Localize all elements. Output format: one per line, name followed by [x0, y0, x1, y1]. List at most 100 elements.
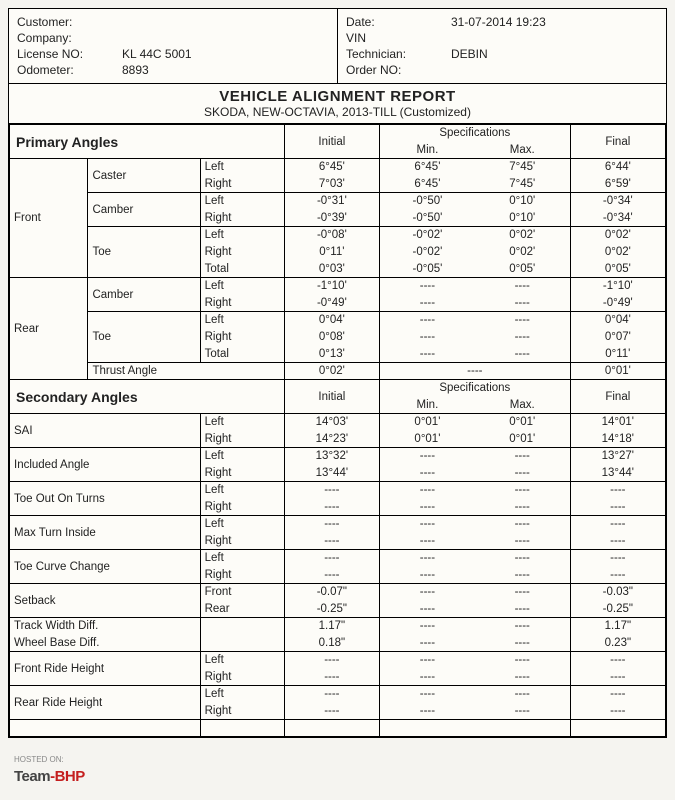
customer-label: Customer: — [17, 15, 112, 29]
col-initial: Initial — [284, 380, 379, 414]
odometer-label: Odometer: — [17, 63, 112, 77]
param-camber-r: Camber — [88, 278, 200, 312]
val: ---- — [380, 346, 475, 363]
param-setback: Setback — [10, 584, 201, 618]
val: -1°10' — [284, 278, 379, 295]
val: 0°11' — [570, 346, 665, 363]
val: ---- — [475, 669, 570, 686]
table-row: Camber Left -0°31' -0°50' 0°10' -0°34' — [10, 193, 666, 210]
param-sai: SAI — [10, 414, 201, 448]
side: Left — [200, 482, 284, 499]
val: -0°39' — [284, 210, 379, 227]
val: 14°01' — [570, 414, 665, 431]
val: 14°03' — [284, 414, 379, 431]
title-block: VEHICLE ALIGNMENT REPORT SKODA, NEW-OCTA… — [9, 84, 666, 124]
val: 0.23" — [570, 635, 665, 652]
val: ---- — [380, 550, 475, 567]
val: ---- — [380, 516, 475, 533]
val: 1.17" — [570, 618, 665, 635]
val: 6°45' — [380, 159, 475, 176]
val: ---- — [380, 482, 475, 499]
val: 0°02' — [284, 363, 379, 380]
section-header-row: Primary Angles Initial Specifications Fi… — [10, 125, 666, 142]
val: -0.07" — [284, 584, 379, 601]
val: ---- — [475, 533, 570, 550]
val: ---- — [475, 312, 570, 329]
report-title: VEHICLE ALIGNMENT REPORT — [9, 88, 666, 105]
side: Left — [200, 686, 284, 703]
val: ---- — [570, 550, 665, 567]
table-row: Rear Ride Height Left ---- ---- ---- ---… — [10, 686, 666, 703]
val: ---- — [380, 312, 475, 329]
table-row: SAI Left 14°03' 0°01' 0°01' 14°01' — [10, 414, 666, 431]
col-specs: Specifications — [380, 125, 571, 142]
val: 0°03' — [284, 261, 379, 278]
col-final: Final — [570, 125, 665, 159]
val: ---- — [284, 482, 379, 499]
side: Left — [200, 652, 284, 669]
val: ---- — [284, 567, 379, 584]
side: Total — [200, 346, 284, 363]
val: 13°44' — [284, 465, 379, 482]
val: 0.18" — [284, 635, 379, 652]
tech-label: Technician: — [346, 47, 441, 61]
val: ---- — [380, 499, 475, 516]
val: ---- — [380, 329, 475, 346]
val: 0°02' — [570, 244, 665, 261]
side: Right — [200, 499, 284, 516]
header-left: Customer: Company: License NO:KL 44C 500… — [9, 9, 338, 83]
val: 6°44' — [570, 159, 665, 176]
vin-label: VIN — [346, 31, 441, 45]
val: 0°01' — [380, 431, 475, 448]
val: -0°02' — [380, 244, 475, 261]
val: -0°02' — [380, 227, 475, 244]
val: ---- — [570, 482, 665, 499]
param-camber-f: Camber — [88, 193, 200, 227]
val: 7°45' — [475, 176, 570, 193]
license-value: KL 44C 5001 — [122, 47, 192, 61]
val: 0°05' — [475, 261, 570, 278]
val: 0°02' — [570, 227, 665, 244]
odometer-value: 8893 — [122, 63, 149, 77]
logo-bhp: -BHP — [50, 768, 85, 785]
val: ---- — [475, 499, 570, 516]
alignment-report: Customer: Company: License NO:KL 44C 500… — [8, 8, 667, 738]
table-row: Setback Front -0.07" ---- ---- -0.03" — [10, 584, 666, 601]
val: 6°45' — [380, 176, 475, 193]
side: Right — [200, 567, 284, 584]
val: ---- — [284, 669, 379, 686]
val: ---- — [475, 652, 570, 669]
val: -1°10' — [570, 278, 665, 295]
val: -0°05' — [380, 261, 475, 278]
val: -0°50' — [380, 210, 475, 227]
val: 0°01' — [475, 431, 570, 448]
val: 1.17" — [284, 618, 379, 635]
table-row: Included Angle Left 13°32' ---- ---- 13°… — [10, 448, 666, 465]
table-row: Toe Out On Turns Left ---- ---- ---- ---… — [10, 482, 666, 499]
val: ---- — [284, 686, 379, 703]
val: ---- — [380, 618, 475, 635]
param-incl: Included Angle — [10, 448, 201, 482]
side: Rear — [200, 601, 284, 618]
val: ---- — [475, 567, 570, 584]
side: Left — [200, 159, 284, 176]
param-toe-f: Toe — [88, 227, 200, 278]
val: ---- — [475, 346, 570, 363]
side: Right — [200, 295, 284, 312]
val: ---- — [570, 703, 665, 720]
val: ---- — [380, 567, 475, 584]
param-caster: Caster — [88, 159, 200, 193]
side: Right — [200, 176, 284, 193]
date-value: 31-07-2014 19:23 — [451, 15, 546, 29]
val: -0°34' — [570, 210, 665, 227]
side: Right — [200, 533, 284, 550]
val: ---- — [284, 516, 379, 533]
teambhp-logo: Team-BHP — [14, 768, 85, 785]
val: ---- — [475, 635, 570, 652]
val: ---- — [284, 652, 379, 669]
val: 0°04' — [570, 312, 665, 329]
side: Total — [200, 261, 284, 278]
val: 13°44' — [570, 465, 665, 482]
val: 7°45' — [475, 159, 570, 176]
report-header: Customer: Company: License NO:KL 44C 500… — [9, 9, 666, 84]
